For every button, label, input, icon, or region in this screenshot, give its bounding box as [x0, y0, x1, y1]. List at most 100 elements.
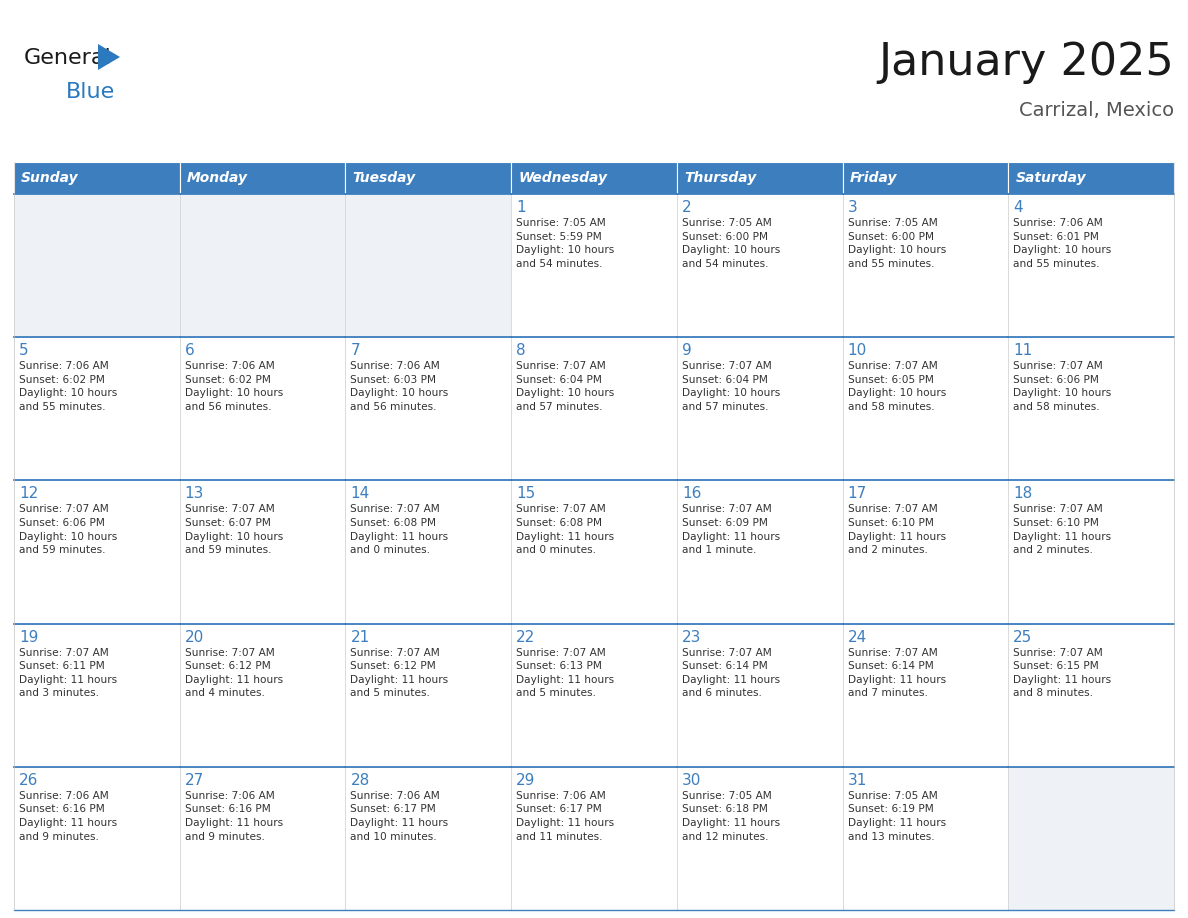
Bar: [346, 194, 511, 337]
Bar: [511, 194, 677, 337]
Text: 31: 31: [847, 773, 867, 788]
Text: Sunrise: 7:07 AM
Sunset: 6:13 PM
Daylight: 11 hours
and 5 minutes.: Sunrise: 7:07 AM Sunset: 6:13 PM Dayligh…: [516, 647, 614, 699]
Text: 28: 28: [350, 773, 369, 788]
Text: 20: 20: [184, 630, 204, 644]
Text: Sunrise: 7:06 AM
Sunset: 6:02 PM
Daylight: 10 hours
and 56 minutes.: Sunrise: 7:06 AM Sunset: 6:02 PM Dayligh…: [184, 361, 283, 412]
Bar: [14, 194, 179, 337]
Text: Sunrise: 7:06 AM
Sunset: 6:16 PM
Daylight: 11 hours
and 9 minutes.: Sunrise: 7:06 AM Sunset: 6:16 PM Dayligh…: [184, 790, 283, 842]
Text: 24: 24: [847, 630, 867, 644]
Bar: [346, 337, 511, 480]
Text: Sunrise: 7:07 AM
Sunset: 6:09 PM
Daylight: 11 hours
and 1 minute.: Sunrise: 7:07 AM Sunset: 6:09 PM Dayligh…: [682, 504, 781, 555]
Text: Sunrise: 7:07 AM
Sunset: 6:06 PM
Daylight: 10 hours
and 58 minutes.: Sunrise: 7:07 AM Sunset: 6:06 PM Dayligh…: [1013, 361, 1112, 412]
Bar: [1009, 767, 1174, 910]
Bar: [842, 337, 1009, 480]
Bar: [179, 194, 346, 337]
Text: Sunrise: 7:07 AM
Sunset: 6:08 PM
Daylight: 11 hours
and 0 minutes.: Sunrise: 7:07 AM Sunset: 6:08 PM Dayligh…: [350, 504, 449, 555]
Bar: [179, 337, 346, 480]
Text: Sunrise: 7:07 AM
Sunset: 6:05 PM
Daylight: 10 hours
and 58 minutes.: Sunrise: 7:07 AM Sunset: 6:05 PM Dayligh…: [847, 361, 946, 412]
Text: 2: 2: [682, 200, 691, 215]
Text: 17: 17: [847, 487, 867, 501]
Text: 21: 21: [350, 630, 369, 644]
Text: Sunrise: 7:06 AM
Sunset: 6:17 PM
Daylight: 11 hours
and 11 minutes.: Sunrise: 7:06 AM Sunset: 6:17 PM Dayligh…: [516, 790, 614, 842]
Text: 18: 18: [1013, 487, 1032, 501]
Text: Sunrise: 7:07 AM
Sunset: 6:12 PM
Daylight: 11 hours
and 5 minutes.: Sunrise: 7:07 AM Sunset: 6:12 PM Dayligh…: [350, 647, 449, 699]
Text: 10: 10: [847, 343, 867, 358]
Bar: [677, 623, 842, 767]
Text: Sunrise: 7:05 AM
Sunset: 6:00 PM
Daylight: 10 hours
and 55 minutes.: Sunrise: 7:05 AM Sunset: 6:00 PM Dayligh…: [847, 218, 946, 269]
Text: 26: 26: [19, 773, 38, 788]
Text: Thursday: Thursday: [684, 171, 756, 185]
Bar: [179, 162, 346, 194]
Text: General: General: [24, 48, 112, 68]
Text: 22: 22: [516, 630, 536, 644]
Text: 7: 7: [350, 343, 360, 358]
Text: 6: 6: [184, 343, 195, 358]
Polygon shape: [97, 44, 120, 70]
Text: 4: 4: [1013, 200, 1023, 215]
Bar: [1009, 480, 1174, 623]
Text: Sunrise: 7:07 AM
Sunset: 6:10 PM
Daylight: 11 hours
and 2 minutes.: Sunrise: 7:07 AM Sunset: 6:10 PM Dayligh…: [847, 504, 946, 555]
Text: 27: 27: [184, 773, 204, 788]
Bar: [511, 162, 677, 194]
Text: Blue: Blue: [67, 82, 115, 102]
Bar: [346, 480, 511, 623]
Text: Sunrise: 7:07 AM
Sunset: 6:12 PM
Daylight: 11 hours
and 4 minutes.: Sunrise: 7:07 AM Sunset: 6:12 PM Dayligh…: [184, 647, 283, 699]
Bar: [842, 480, 1009, 623]
Bar: [842, 162, 1009, 194]
Text: Sunrise: 7:05 AM
Sunset: 5:59 PM
Daylight: 10 hours
and 54 minutes.: Sunrise: 7:05 AM Sunset: 5:59 PM Dayligh…: [516, 218, 614, 269]
Text: Tuesday: Tuesday: [353, 171, 416, 185]
Bar: [179, 623, 346, 767]
Text: Sunrise: 7:07 AM
Sunset: 6:11 PM
Daylight: 11 hours
and 3 minutes.: Sunrise: 7:07 AM Sunset: 6:11 PM Dayligh…: [19, 647, 118, 699]
Bar: [511, 337, 677, 480]
Bar: [842, 623, 1009, 767]
Bar: [346, 767, 511, 910]
Text: Sunrise: 7:07 AM
Sunset: 6:07 PM
Daylight: 10 hours
and 59 minutes.: Sunrise: 7:07 AM Sunset: 6:07 PM Dayligh…: [184, 504, 283, 555]
Bar: [346, 162, 511, 194]
Text: 29: 29: [516, 773, 536, 788]
Text: Sunday: Sunday: [21, 171, 78, 185]
Text: Friday: Friday: [849, 171, 897, 185]
Text: 23: 23: [682, 630, 701, 644]
Text: Sunrise: 7:05 AM
Sunset: 6:19 PM
Daylight: 11 hours
and 13 minutes.: Sunrise: 7:05 AM Sunset: 6:19 PM Dayligh…: [847, 790, 946, 842]
Text: Sunrise: 7:07 AM
Sunset: 6:14 PM
Daylight: 11 hours
and 7 minutes.: Sunrise: 7:07 AM Sunset: 6:14 PM Dayligh…: [847, 647, 946, 699]
Bar: [346, 623, 511, 767]
Text: Sunrise: 7:07 AM
Sunset: 6:06 PM
Daylight: 10 hours
and 59 minutes.: Sunrise: 7:07 AM Sunset: 6:06 PM Dayligh…: [19, 504, 118, 555]
Bar: [14, 337, 179, 480]
Bar: [1009, 337, 1174, 480]
Bar: [677, 767, 842, 910]
Text: Carrizal, Mexico: Carrizal, Mexico: [1019, 100, 1174, 119]
Text: 5: 5: [19, 343, 29, 358]
Text: Sunrise: 7:05 AM
Sunset: 6:18 PM
Daylight: 11 hours
and 12 minutes.: Sunrise: 7:05 AM Sunset: 6:18 PM Dayligh…: [682, 790, 781, 842]
Text: 13: 13: [184, 487, 204, 501]
Bar: [677, 194, 842, 337]
Text: Sunrise: 7:06 AM
Sunset: 6:16 PM
Daylight: 11 hours
and 9 minutes.: Sunrise: 7:06 AM Sunset: 6:16 PM Dayligh…: [19, 790, 118, 842]
Text: 12: 12: [19, 487, 38, 501]
Text: 1: 1: [516, 200, 526, 215]
Text: Sunrise: 7:07 AM
Sunset: 6:08 PM
Daylight: 11 hours
and 0 minutes.: Sunrise: 7:07 AM Sunset: 6:08 PM Dayligh…: [516, 504, 614, 555]
Bar: [14, 623, 179, 767]
Bar: [511, 767, 677, 910]
Text: Sunrise: 7:07 AM
Sunset: 6:10 PM
Daylight: 11 hours
and 2 minutes.: Sunrise: 7:07 AM Sunset: 6:10 PM Dayligh…: [1013, 504, 1112, 555]
Bar: [179, 767, 346, 910]
Text: 11: 11: [1013, 343, 1032, 358]
Text: Sunrise: 7:05 AM
Sunset: 6:00 PM
Daylight: 10 hours
and 54 minutes.: Sunrise: 7:05 AM Sunset: 6:00 PM Dayligh…: [682, 218, 781, 269]
Text: Sunrise: 7:06 AM
Sunset: 6:17 PM
Daylight: 11 hours
and 10 minutes.: Sunrise: 7:06 AM Sunset: 6:17 PM Dayligh…: [350, 790, 449, 842]
Bar: [1009, 623, 1174, 767]
Text: 9: 9: [682, 343, 691, 358]
Text: 16: 16: [682, 487, 701, 501]
Text: 14: 14: [350, 487, 369, 501]
Bar: [14, 767, 179, 910]
Bar: [179, 480, 346, 623]
Text: Sunrise: 7:07 AM
Sunset: 6:14 PM
Daylight: 11 hours
and 6 minutes.: Sunrise: 7:07 AM Sunset: 6:14 PM Dayligh…: [682, 647, 781, 699]
Bar: [677, 337, 842, 480]
Bar: [1009, 194, 1174, 337]
Bar: [14, 162, 179, 194]
Bar: [511, 480, 677, 623]
Text: January 2025: January 2025: [878, 40, 1174, 84]
Text: 19: 19: [19, 630, 38, 644]
Text: 8: 8: [516, 343, 526, 358]
Text: Sunrise: 7:07 AM
Sunset: 6:04 PM
Daylight: 10 hours
and 57 minutes.: Sunrise: 7:07 AM Sunset: 6:04 PM Dayligh…: [682, 361, 781, 412]
Text: 3: 3: [847, 200, 858, 215]
Bar: [14, 480, 179, 623]
Text: Saturday: Saturday: [1016, 171, 1086, 185]
